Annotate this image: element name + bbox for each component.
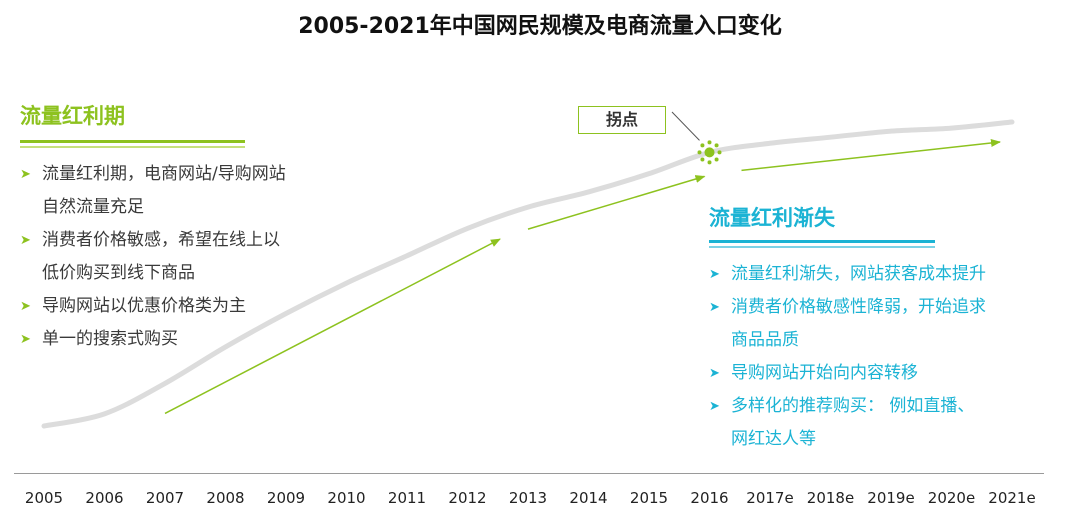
turning-point-label: 拐点 (578, 106, 666, 134)
x-tick-label: 2016 (690, 489, 728, 507)
x-tick-label: 2005 (25, 489, 63, 507)
right-heading-underline-light (709, 246, 935, 248)
x-tick-label: 2009 (267, 489, 305, 507)
list-item: 低价购买到线下商品 (20, 257, 360, 290)
list-item: ➤ 导购网站开始向内容转移 (709, 357, 1069, 390)
bullet-arrow-icon: ➤ (709, 267, 720, 282)
x-tick-label: 2007 (146, 489, 184, 507)
x-tick-label: 2014 (569, 489, 607, 507)
bullet-arrow-icon: ➤ (20, 233, 31, 248)
x-tick-label: 2015 (630, 489, 668, 507)
right-panel-list: ➤ 流量红利渐失，网站获客成本提升 ➤ 消费者价格敏感性降弱，开始追求 商品品质 ➤… (709, 258, 1069, 456)
trend-arrow (741, 139, 1001, 172)
x-tick-label: 2018e (807, 489, 854, 507)
list-item: ➤ 流量红利渐失，网站获客成本提升 (709, 258, 1069, 291)
list-item-text: 导购网站以优惠价格类为主 (42, 296, 246, 316)
list-item-text: 商品品质 (731, 330, 799, 350)
x-tick-label: 2020e (928, 489, 975, 507)
x-axis-line (14, 473, 1044, 474)
left-heading-underline (20, 140, 245, 143)
x-tick-label: 2011 (388, 489, 426, 507)
list-item: ➤ 导购网站以优惠价格类为主 (20, 290, 360, 323)
list-item-text: 多样化的推荐购买： 例如直播、 (731, 396, 975, 416)
bullet-arrow-icon: ➤ (709, 300, 720, 315)
x-tick-label: 2008 (206, 489, 244, 507)
list-item-text: 消费者价格敏感，希望在线上以 (42, 230, 280, 250)
list-item-text: 流量红利期，电商网站/导购网站 (42, 164, 286, 184)
bullet-arrow-icon: ➤ (709, 366, 720, 381)
x-tick-label: 2019e (867, 489, 914, 507)
series-line (41, 119, 1015, 429)
x-tick-label: 2010 (327, 489, 365, 507)
list-item: ➤ 单一的搜索式购买 (20, 323, 360, 356)
bullet-arrow-icon: ➤ (20, 332, 31, 347)
list-item: ➤ 流量红利期，电商网站/导购网站 (20, 158, 360, 191)
list-item: ➤ 消费者价格敏感性降弱，开始追求 (709, 291, 1069, 324)
trend-arrow (527, 175, 706, 230)
bullet-arrow-icon: ➤ (20, 167, 31, 182)
turning-point-marker (697, 140, 722, 165)
x-tick-label: 2012 (448, 489, 486, 507)
right-heading-underline (709, 240, 935, 243)
list-item-text: 单一的搜索式购买 (42, 329, 178, 349)
list-item-text: 流量红利渐失，网站获客成本提升 (731, 264, 986, 284)
list-item-text: 自然流量充足 (42, 197, 144, 217)
list-item: ➤ 多样化的推荐购买： 例如直播、 (709, 390, 1069, 423)
list-item: 商品品质 (709, 324, 1069, 357)
x-tick-label: 2017e (746, 489, 793, 507)
x-tick-label: 2021e (988, 489, 1035, 507)
list-item: 网红达人等 (709, 423, 1069, 456)
bullet-arrow-icon: ➤ (709, 399, 720, 414)
list-item: ➤ 消费者价格敏感，希望在线上以 (20, 224, 360, 257)
chart-title: 2005-2021年中国网民规模及电商流量入口变化 (298, 14, 782, 39)
list-item: 自然流量充足 (20, 191, 360, 224)
left-panel-list: ➤ 流量红利期，电商网站/导购网站 自然流量充足 ➤ 消费者价格敏感，希望在线上以 … (20, 158, 360, 356)
left-panel-heading: 流量红利期 (20, 104, 125, 128)
list-item-text: 网红达人等 (731, 429, 816, 449)
list-item-text: 低价购买到线下商品 (42, 263, 195, 283)
list-item-text: 消费者价格敏感性降弱，开始追求 (731, 297, 986, 317)
bullet-arrow-icon: ➤ (20, 299, 31, 314)
x-tick-label: 2013 (509, 489, 547, 507)
turning-point-connector (671, 111, 700, 141)
right-panel-heading: 流量红利渐失 (709, 206, 835, 230)
left-heading-underline-light (20, 146, 245, 148)
list-item-text: 导购网站开始向内容转移 (731, 363, 918, 383)
trend-arrow (164, 238, 501, 415)
x-tick-label: 2006 (85, 489, 123, 507)
